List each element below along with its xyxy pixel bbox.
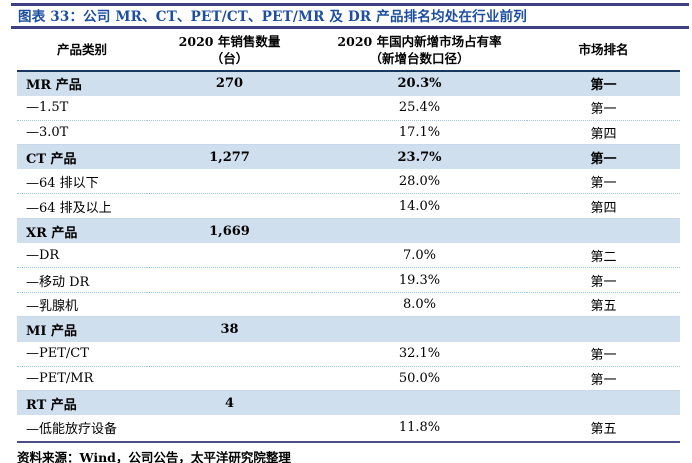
table-header-row: 产品类别 2020 年销售数量 （台） 2020 年国内新增市场占有率 （新增台… [17,31,680,72]
market-share-cell: 11.8% [398,420,441,436]
table-row: —64 排及以上 14.0% 第四 [17,193,680,219]
column-header-sales-line2: （台） [210,50,249,66]
market-share-cell: 32.1% [398,346,441,362]
sales-cell [147,96,312,121]
table-row: MI 产品 38 [17,316,680,342]
rank-cell: 第二 [590,249,617,265]
market-share-cell: 20.3% [312,70,527,96]
rank-cell: 第一 [527,267,680,293]
category-cell: XR 产品 [17,218,147,244]
market-share-cell: 8.0% [312,291,527,317]
category-cell: CT 产品 [17,144,147,170]
category-cell: —1.5T [26,100,69,116]
category-cell: —DR [26,247,60,263]
category-cell: MR 产品 [17,70,147,96]
table-row: —DR 7.0% 第二 [17,243,680,268]
sales-cell [147,169,312,194]
rank-cell [527,218,680,244]
sales-cell [147,193,312,219]
sales-cell [147,291,312,317]
table-row: —64 排以下 28.0% 第一 [17,169,680,194]
market-share-cell: 17.1% [312,119,527,145]
column-header-sales-line1: 2020 年销售数量 [178,33,281,49]
figure-title-band: 图表 33：公司 MR、CT、PET/CT、PET/MR 及 DR 产品排名均处… [11,3,689,29]
table-body: MR 产品 270 20.3% 第一 —1.5T 25.4% 第一 —3.0T … [17,70,680,440]
category-cell: —PET/MR [17,365,147,391]
table-header: 产品类别 2020 年销售数量 （台） 2020 年国内新增市场占有率 （新增台… [17,31,680,72]
column-header-rank-line1: 市场排名 [578,42,629,58]
category-cell: —移动 DR [17,267,147,293]
table-row: RT 产品 4 [17,390,680,416]
market-share-cell: 28.0% [398,173,441,189]
column-header-market-share-line2: （新增台数口径） [369,50,470,66]
rank-cell: 第一 [527,144,680,170]
rank-cell: 第四 [527,119,680,145]
column-header-category-line1: 产品类别 [56,42,107,58]
column-header-market-share-line1: 2020 年国内新增市场占有率 [337,33,502,49]
sales-cell [147,119,312,145]
sales-cell: 1,277 [147,144,312,170]
category-cell: MI 产品 [17,316,147,342]
market-share-cell [312,390,527,416]
table-row: —PET/MR 50.0% 第一 [17,365,680,391]
table-row: —移动 DR 19.3% 第一 [17,267,680,293]
sales-cell: 4 [147,390,312,416]
category-cell: —乳腺机 [17,291,147,317]
figure-title: 图表 33：公司 MR、CT、PET/CT、PET/MR 及 DR 产品排名均处… [18,9,527,25]
market-share-cell: 7.0% [402,247,437,263]
rank-cell: 第五 [590,422,617,438]
table-row: —乳腺机 8.0% 第五 [17,291,680,317]
sales-cell [147,267,312,293]
market-share-cell: 23.7% [312,144,527,170]
market-share-cell: 50.0% [312,365,527,391]
rank-cell: 第一 [590,348,617,364]
category-cell: RT 产品 [17,390,147,416]
rank-cell [527,316,680,342]
rank-cell: 第五 [527,291,680,317]
source-note: 资料来源：Wind，公司公告，太平洋研究院整理 [17,450,291,463]
column-header-market-share: 2020 年国内新增市场占有率 （新增台数口径） [312,31,527,72]
sales-cell: 38 [147,316,312,342]
category-cell: —64 排及以上 [17,193,147,219]
category-cell: —3.0T [17,119,147,145]
category-cell: —低能放疗设备 [26,422,118,438]
table-row: —低能放疗设备 11.8% 第五 [17,415,680,440]
market-share-cell: 19.3% [312,267,527,293]
sales-cell: 270 [147,70,312,96]
table-row: XR 产品 1,669 [17,218,680,244]
table-row: —PET/CT 32.1% 第一 [17,342,680,367]
sales-cell [147,342,312,367]
table-row: MR 产品 270 20.3% 第一 [17,70,680,96]
sales-cell [147,415,312,440]
rank-cell [527,390,680,416]
market-share-cell [312,218,527,244]
market-share-cell [312,316,527,342]
table-row: —1.5T 25.4% 第一 [17,96,680,121]
column-header-sales: 2020 年销售数量 （台） [147,31,312,72]
market-share-cell: 25.4% [398,100,441,116]
sales-cell: 1,669 [147,218,312,244]
column-header-rank: 市场排名 [527,31,680,72]
market-share-cell: 14.0% [312,193,527,219]
source-band: 资料来源：Wind，公司公告，太平洋研究院整理 [17,441,680,463]
category-cell: —64 排以下 [26,175,99,191]
rank-cell: 第一 [527,365,680,391]
table-row: CT 产品 1,277 23.7% 第一 [17,144,680,170]
product-ranking-table: 产品类别 2020 年销售数量 （台） 2020 年国内新增市场占有率 （新增台… [17,31,680,440]
sales-cell [147,243,312,268]
column-header-category: 产品类别 [17,31,147,72]
rank-cell: 第一 [527,70,680,96]
rank-cell: 第一 [590,175,617,191]
rank-cell: 第四 [527,193,680,219]
table-row: —3.0T 17.1% 第四 [17,119,680,145]
category-cell: —PET/CT [26,346,89,362]
rank-cell: 第一 [590,102,617,118]
sales-cell [147,365,312,391]
